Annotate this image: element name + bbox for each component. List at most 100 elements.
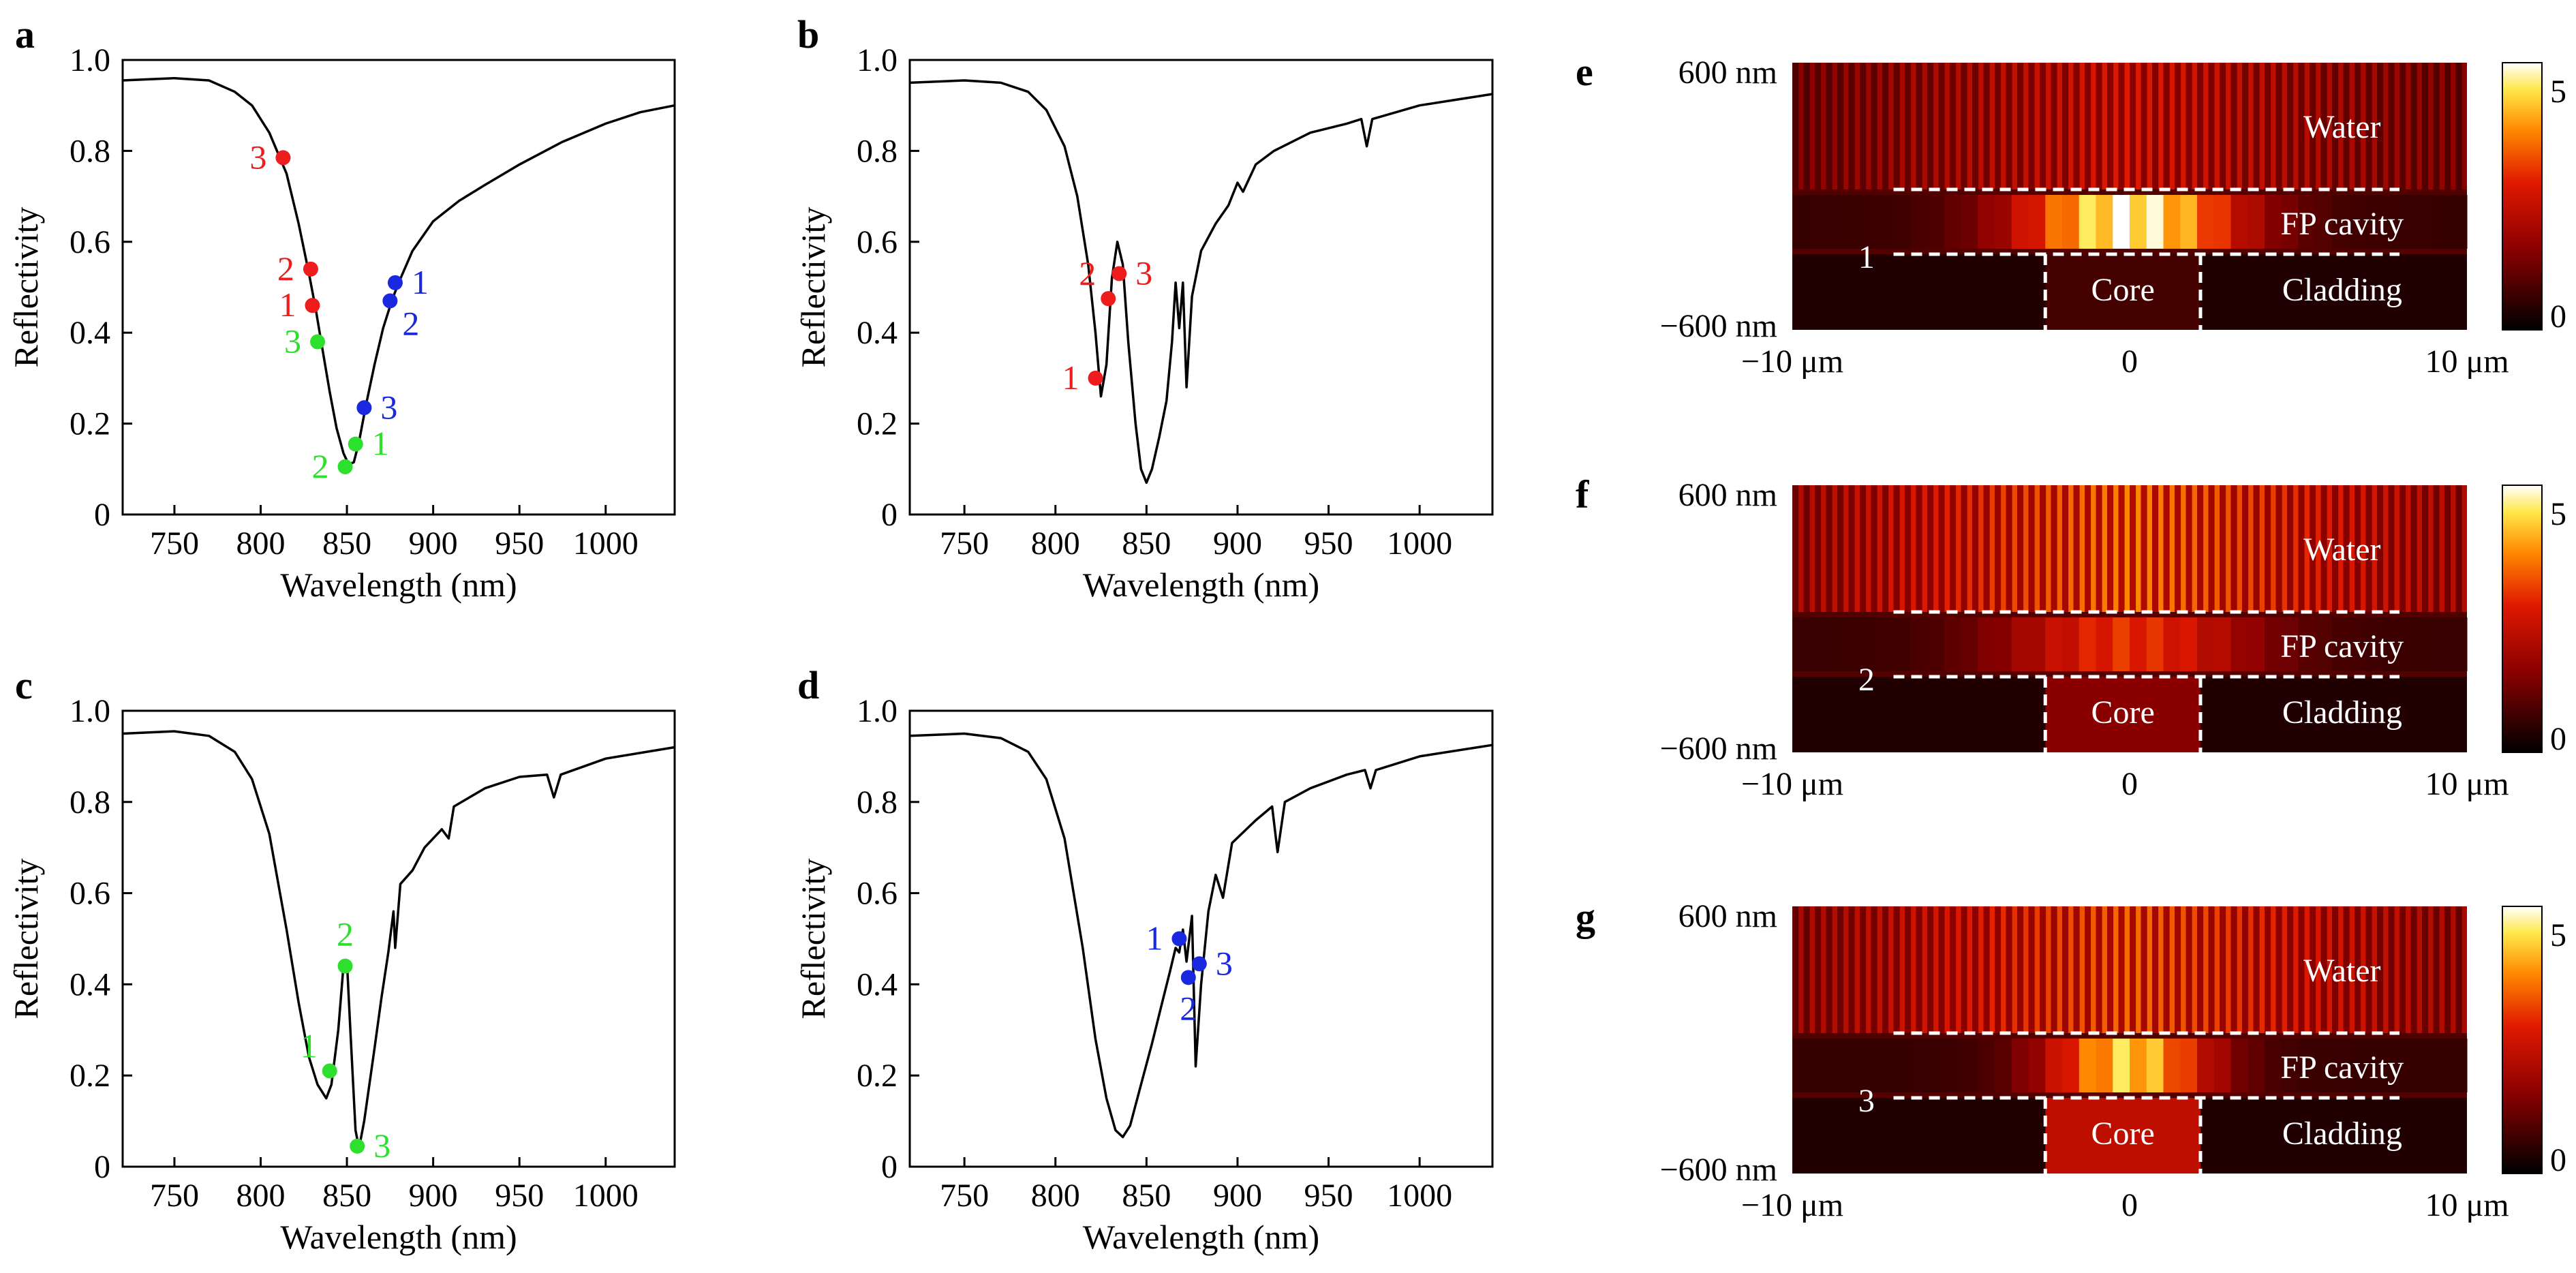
panel-letter: b <box>797 12 819 57</box>
water-fringe <box>2057 906 2062 1033</box>
water-fringe <box>1843 906 1849 1033</box>
cavity-mode <box>2248 617 2265 671</box>
water-fringe <box>2428 63 2434 189</box>
cavity-mode <box>2096 617 2113 671</box>
water-fringe <box>2141 485 2147 612</box>
cavity-mode <box>2265 195 2282 249</box>
water-fringe <box>2293 906 2299 1033</box>
water-fringe <box>2136 485 2141 612</box>
water-fringe <box>2316 63 2321 189</box>
water-fringe <box>2034 63 2040 189</box>
cavity-mode <box>2332 1039 2350 1092</box>
heatmap-panel-f: f Water FP cavity Core Cladding 2 600 nm −600 n… <box>1576 472 2566 802</box>
cavity-mode <box>2197 1039 2215 1092</box>
water-fringe <box>1950 485 1957 612</box>
water-fringe <box>2062 906 2069 1033</box>
y-tick-label: 1.0 <box>70 693 110 729</box>
y-tick-label: 0.8 <box>857 784 898 820</box>
water-fringe <box>1961 485 1967 612</box>
cavity-mode <box>1843 1039 1860 1092</box>
water-fringe <box>2096 485 2102 612</box>
water-fringe <box>1905 906 1912 1033</box>
chart-panel-b: b 750 800 850 900 950 1000 0 0.2 0.4 0.6 0.8 1.0 Wave… <box>794 12 1494 604</box>
cavity-mode <box>1860 195 1877 249</box>
water-fringe <box>2410 485 2417 612</box>
water-fringe <box>2237 63 2242 189</box>
x-tick-label: 1000 <box>1387 525 1452 562</box>
water-fringe <box>2091 63 2096 189</box>
y-tick-label: 0.2 <box>70 406 110 442</box>
x-tick-label: 750 <box>940 1178 989 1214</box>
water-fringe <box>1888 63 1894 189</box>
water-fringe <box>2073 906 2080 1033</box>
water-fringe <box>1803 906 1810 1033</box>
y-tick-label: 0.8 <box>70 133 110 169</box>
cavity-mode <box>2433 1039 2451 1092</box>
data-point-label: 1 <box>279 286 296 324</box>
data-point-label: 2 <box>277 249 294 288</box>
y-axis-title: Reflectivity <box>794 858 832 1019</box>
water-fringe <box>1860 485 1867 612</box>
cavity-mode <box>2230 1039 2248 1092</box>
water-fringe <box>1967 906 1972 1033</box>
cavity-mode <box>1961 1039 1978 1092</box>
x-axis-title: Wavelength (nm) <box>280 1218 517 1256</box>
water-fringe <box>2417 906 2422 1033</box>
y-tick-label: 0.4 <box>70 315 110 351</box>
water-fringe <box>2377 906 2384 1033</box>
cavity-mode <box>2079 195 2096 249</box>
water-fringe <box>2439 906 2444 1033</box>
water-fringe <box>2399 906 2406 1033</box>
y-tick-label: 0.6 <box>857 876 898 912</box>
water-fringe <box>2102 63 2107 189</box>
water-fringe <box>2259 485 2265 612</box>
water-fringe <box>2096 63 2102 189</box>
cavity-mode <box>2281 195 2299 249</box>
water-fringe <box>1995 63 2002 189</box>
water-fringe <box>2372 906 2377 1033</box>
water-fringe <box>2208 63 2215 189</box>
x-tick-label: 750 <box>940 525 989 562</box>
water-fringe <box>1815 906 1822 1033</box>
water-fringe <box>2192 906 2197 1033</box>
y-axis-title: Reflectivity <box>794 206 832 367</box>
x-tick-label: 750 <box>150 1178 199 1214</box>
cavity-mode <box>2062 617 2080 671</box>
water-fringe <box>2365 63 2372 189</box>
cavity-mode <box>2298 1039 2316 1092</box>
water-fringe <box>2417 63 2422 189</box>
plot-frame <box>908 59 1494 516</box>
cavity-mode <box>2062 1039 2080 1092</box>
mode-marker-label: 2 <box>1858 662 1875 698</box>
water-fringe <box>1989 906 1995 1033</box>
x-tick-label: 800 <box>1031 1178 1080 1214</box>
x-label-right: 10 μm <box>2425 1187 2509 1223</box>
water-fringe <box>2237 485 2242 612</box>
water-fringe <box>1944 906 1950 1033</box>
cavity-mode <box>2265 1039 2282 1092</box>
water-fringe <box>1967 63 1972 189</box>
water-fringe <box>1809 485 1815 612</box>
water-fringe <box>2428 485 2434 612</box>
water-fringe <box>2017 906 2024 1033</box>
data-point-label: 3 <box>284 322 301 361</box>
water-fringe <box>1837 485 1844 612</box>
data-point-label: 2 <box>312 447 329 485</box>
data-point <box>387 275 403 290</box>
water-fringe <box>2163 906 2170 1033</box>
water-fringe <box>2051 485 2057 612</box>
water-fringe <box>1911 906 1916 1033</box>
cavity-mode <box>2348 1039 2366 1092</box>
water-fringe <box>1803 485 1810 612</box>
x-label-center: 0 <box>2121 343 2138 380</box>
water-fringe <box>2349 485 2355 612</box>
water-fringe <box>2248 63 2254 189</box>
water-fringe <box>2040 485 2046 612</box>
water-fringe <box>2444 485 2451 612</box>
water-fringe <box>2062 63 2069 189</box>
water-fringe <box>2338 485 2344 612</box>
data-point-label: 1 <box>412 263 429 301</box>
x-label-right: 10 μm <box>2425 343 2509 380</box>
water-fringe <box>2377 63 2384 189</box>
cavity-mode <box>1876 1039 1894 1092</box>
